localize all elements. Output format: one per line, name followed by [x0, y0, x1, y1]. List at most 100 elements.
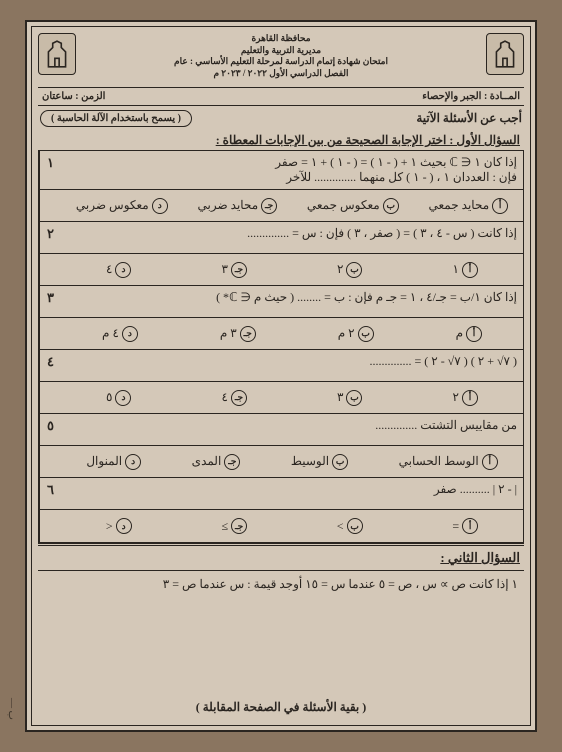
- q2-title: السؤال الثاني :: [38, 543, 524, 571]
- options-row: أ= ب> جـ≥ د<: [39, 510, 523, 542]
- option-letter: د: [122, 326, 138, 342]
- option: د<: [106, 512, 132, 540]
- option-text: ٣: [337, 390, 343, 405]
- option-text: ٣ م: [220, 326, 237, 341]
- option-letter: جـ: [261, 198, 277, 214]
- question-number: ٦: [39, 478, 61, 509]
- option: دالمنوال: [86, 448, 141, 475]
- option-letter: ب: [383, 198, 399, 214]
- option-text: ٢ م: [338, 326, 355, 341]
- option: أالوسط الحسابي: [399, 448, 498, 475]
- options-row: أالوسط الحسابي بالوسيط جـالمدى دالمنوال: [39, 446, 523, 478]
- question-number: ٤: [39, 350, 61, 381]
- option-letter: د: [125, 454, 141, 470]
- option-letter: أ: [462, 390, 478, 406]
- option: ب٣: [337, 384, 362, 411]
- option-letter: جـ: [231, 518, 247, 534]
- question-text: ( ٧√ + ٢ ) ( ٧√ - ٢ ) = ..............: [61, 350, 523, 381]
- option-text: ١: [453, 262, 459, 277]
- option-letter: جـ: [231, 390, 247, 406]
- option-letter: جـ: [240, 326, 256, 342]
- option-letter: د: [115, 262, 131, 278]
- question-number: ٥: [39, 414, 61, 445]
- option-letter: د: [152, 198, 168, 214]
- options-container: أ= ب> جـ≥ د<: [61, 510, 523, 542]
- question-text: | - ٢ | .......... صفر: [61, 478, 523, 509]
- instruction-row: أجب عن الأسئلة الآتية ( يسمح باستخدام ال…: [38, 106, 524, 131]
- question-text: إذا كانت ( س - ٤ ، ٣ ) = ( صفر ، ٣ ) فإن…: [61, 222, 523, 253]
- option-text: ٣: [222, 262, 228, 277]
- option-text: ٢: [337, 262, 343, 277]
- gov-line: محافظة القاهرة: [80, 33, 482, 45]
- q2-content: ١ إذا كانت ص ∝ س ، ص = ٥ عندما س = ١٥ أو…: [38, 571, 524, 696]
- option: جـ٤: [222, 384, 247, 411]
- option-letter: ب: [332, 454, 348, 470]
- options-container: أالوسط الحسابي بالوسيط جـالمدى دالمنوال: [61, 446, 523, 477]
- option-text: <: [106, 519, 113, 534]
- logo-right: [486, 33, 524, 75]
- option-letter: ب: [347, 518, 363, 534]
- option-letter: ب: [346, 262, 362, 278]
- option-text: ≥: [221, 519, 228, 534]
- header: محافظة القاهرة مديرية التربية والتعليم ا…: [38, 33, 524, 88]
- question-text-2: فإن : العددان ١ ، ( - ١ ) كل منهما .....…: [67, 170, 517, 185]
- option-letter: جـ: [224, 454, 240, 470]
- option: أمحايد جمعي: [429, 192, 509, 219]
- subject-label: المــادة : الجبر والإحصاء: [422, 91, 520, 102]
- question-row: إذا كان ١ ∈ ℂ بحيث ١ + ( - ١ ) = ( - ١ )…: [39, 151, 523, 190]
- options-row: أمحايد جمعي بمعكوس جمعي جـمحايد ضربي دمعكوس…: [39, 190, 523, 222]
- question-row: إذا كان ١/ب = جـ/٤ ، ١ = جـ م فإن : ب = …: [39, 286, 523, 318]
- option: جـ٣ م: [220, 320, 256, 347]
- questions-table: إذا كان ١ ∈ ℂ بحيث ١ + ( - ١ ) = ( - ١ )…: [38, 150, 524, 543]
- options-row: أمب٢ مجـ٣ مد٤ م: [39, 318, 523, 350]
- option-letter: د: [115, 390, 131, 406]
- option: بالوسيط: [291, 448, 348, 475]
- term-line: الفصل الدراسي الأول ٢٠٢٢ / ٢٠٢٣ م: [80, 68, 482, 80]
- inner-border: محافظة القاهرة مديرية التربية والتعليم ا…: [31, 26, 531, 726]
- footer-note: ( بقية الأسئلة في الصفحة المقابلة ): [38, 696, 524, 719]
- question-number-empty: [39, 190, 61, 221]
- question-number: ٣: [39, 286, 61, 317]
- question-text: من مقاييس التشتت ..............: [61, 414, 523, 445]
- question-text: إذا كان ١/ب = جـ/٤ ، ١ = جـ م فإن : ب = …: [61, 286, 523, 317]
- option-letter: أ: [462, 262, 478, 278]
- option: بمعكوس جمعي: [307, 192, 399, 219]
- question-text: إذا كان ١ ∈ ℂ بحيث ١ + ( - ١ ) = ( - ١ )…: [61, 151, 523, 189]
- option-letter: جـ: [231, 262, 247, 278]
- option: ب٢ م: [338, 320, 374, 347]
- question-number-empty: [39, 446, 61, 477]
- question-number-empty: [39, 382, 61, 413]
- option-text: =: [452, 519, 459, 534]
- option-text: محايد ضربي: [198, 198, 259, 213]
- question-row: إذا كانت ( س - ٤ ، ٣ ) = ( صفر ، ٣ ) فإن…: [39, 222, 523, 254]
- option-text: معكوس ضربي: [76, 198, 149, 213]
- question-number-empty: [39, 318, 61, 349]
- question-row: من مقاييس التشتت ..............٥: [39, 414, 523, 446]
- option-text: ٥: [106, 390, 112, 405]
- option: ب>: [337, 512, 363, 540]
- binding-strip: ب —: [3, 20, 17, 720]
- option-text: ٤: [222, 390, 228, 405]
- option: جـ٣: [222, 256, 247, 283]
- option: أ٢: [453, 384, 478, 411]
- calculator-note: ( يسمح باستخدام الآلة الحاسبة ): [40, 110, 192, 127]
- option-letter: أ: [466, 326, 482, 342]
- option: أ١: [453, 256, 478, 283]
- option: جـمحايد ضربي: [198, 192, 278, 219]
- option-letter: د: [116, 518, 132, 534]
- option-text: ٤ م: [102, 326, 119, 341]
- options-container: أمب٢ مجـ٣ مد٤ م: [61, 318, 523, 349]
- option-text: ٢: [453, 390, 459, 405]
- question-row: ( ٧√ + ٢ ) ( ٧√ - ٢ ) = ..............٤: [39, 350, 523, 382]
- question-row: | - ٢ | .......... صفر٦: [39, 478, 523, 510]
- logo-left: [38, 33, 76, 75]
- option-letter: ب: [346, 390, 362, 406]
- option: د٤ م: [102, 320, 138, 347]
- option-text: المدى: [192, 454, 222, 469]
- option-text: محايد جمعي: [429, 198, 490, 213]
- dir-line: مديرية التربية والتعليم: [80, 45, 482, 57]
- option: ب٢: [337, 256, 362, 283]
- exam-page: محافظة القاهرة مديرية التربية والتعليم ا…: [25, 20, 537, 732]
- option: أ=: [452, 512, 478, 540]
- options-container: أمحايد جمعي بمعكوس جمعي جـمحايد ضربي دمعكوس…: [61, 190, 523, 221]
